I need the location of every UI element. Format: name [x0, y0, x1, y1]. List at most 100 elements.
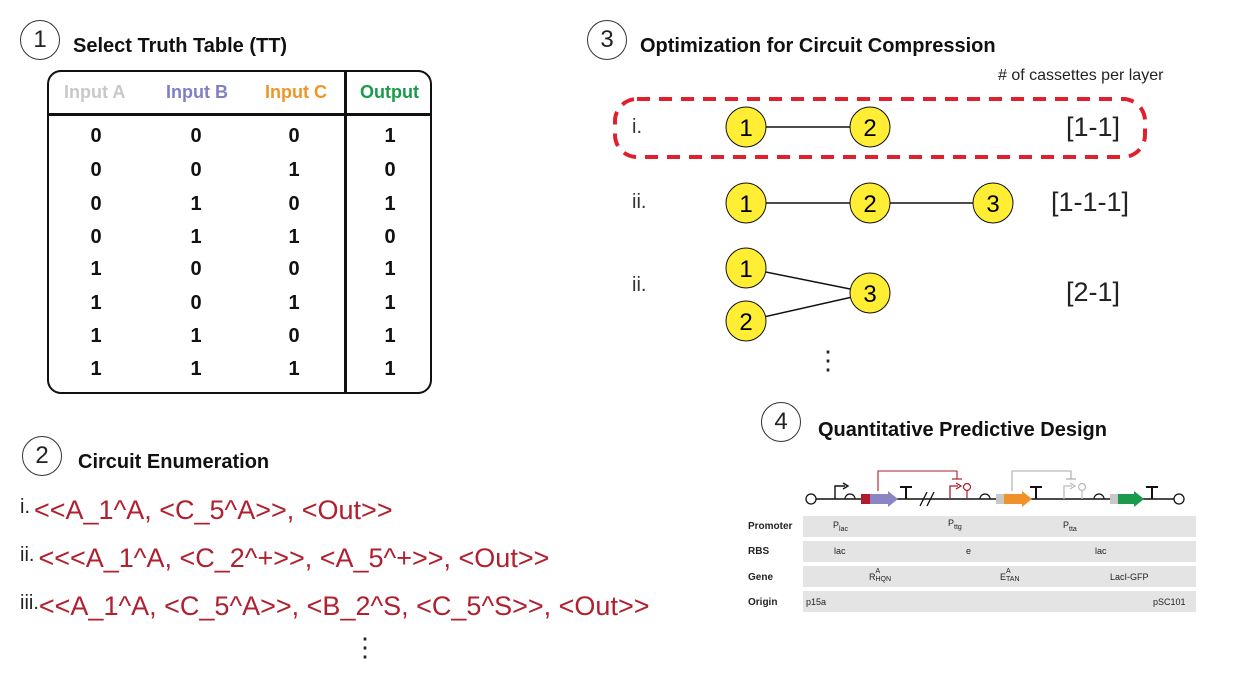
input-cell: 1 — [90, 325, 102, 347]
red-part — [861, 494, 870, 504]
purple-gene-arrow-icon — [870, 491, 898, 507]
circuit-ellipsis: ⋮ — [352, 632, 378, 662]
row-label-rbs: RBS — [748, 546, 770, 557]
gene-subscript: TAN — [1006, 576, 1020, 583]
circuit-item: i. <<A_1^A, <C_5^A>>, <Out>> — [20, 495, 393, 526]
orange-gene-arrow-icon — [1004, 491, 1032, 507]
green-gene-arrow-icon — [1118, 491, 1144, 507]
step-number-3: 3 — [587, 20, 627, 60]
circuit-expression: <<<A_1^A, <C_2^+>>, <A_5^+>>, <Out>> — [38, 543, 550, 573]
output-cell: 1 — [384, 258, 396, 280]
row-label-promoter: Promoter — [748, 521, 793, 532]
optimization-title: Optimization for Circuit Compression — [640, 35, 996, 57]
gene-symbol: E — [1000, 572, 1007, 582]
table-divider-vertical — [344, 72, 347, 392]
gene-subscript: HQN — [875, 576, 892, 583]
promoter-symbol: P — [833, 520, 840, 530]
origin-value: p15a — [806, 597, 827, 607]
promoter-row — [803, 516, 1196, 537]
truth-table: Input A Input B Input C Output 0 0 0 1 0 0 1 0 0… — [47, 70, 432, 394]
circuit-item: iii.<<A_1^A, <C_5^A>>, <B_2^S, <C_5^S>>,… — [20, 591, 650, 622]
header-input-c: Input C — [265, 82, 327, 102]
input-cell: 0 — [288, 258, 300, 280]
node — [725, 300, 767, 342]
circuit-expression: <<A_1^A, <C_5^A>>, <Out>> — [34, 495, 393, 525]
node — [849, 182, 891, 224]
node — [725, 106, 767, 148]
terminator-icon — [1030, 486, 1042, 499]
break-mark — [919, 491, 928, 507]
rbs-value: e — [966, 546, 972, 556]
cassette-count: [1-1-1] — [1051, 187, 1130, 217]
gene-symbol: R — [869, 572, 876, 582]
output-cell: 1 — [384, 292, 396, 314]
aptamer-icon — [962, 482, 972, 492]
input-cell: 0 — [190, 292, 202, 314]
origin-row — [803, 591, 1196, 612]
gene-superscript: A — [1006, 568, 1011, 575]
node-label: 2 — [739, 309, 752, 336]
gene-value: E A TAN — [1000, 568, 1020, 584]
node-label: 1 — [739, 115, 752, 142]
circuit-index: i. — [20, 496, 30, 518]
circuit-index: iii. — [20, 592, 39, 614]
gray-part — [1110, 494, 1118, 504]
edge — [745, 267, 871, 294]
promoter-value: Pttg — [948, 518, 962, 531]
input-cell: 0 — [288, 325, 300, 347]
option-index: ii. — [632, 274, 647, 296]
output-cell: 1 — [384, 193, 396, 215]
promoter-value: Plac — [833, 520, 848, 533]
predictive-design-title: Quantitative Predictive Design — [818, 419, 1107, 441]
node — [849, 106, 891, 148]
promoter-arrow-icon — [1063, 485, 1072, 499]
option-index: ii. — [632, 191, 647, 213]
input-cell: 1 — [288, 159, 300, 181]
selected-highlight — [613, 97, 1147, 159]
genetic-circuit-diagram — [805, 470, 1185, 507]
origin-value: pSC101 — [1153, 597, 1186, 607]
step-number-4: 4 — [761, 402, 801, 442]
input-cell: 0 — [190, 258, 202, 280]
node-label: 3 — [986, 191, 999, 218]
input-cell: 0 — [288, 125, 300, 147]
step-number-2: 2 — [22, 436, 62, 476]
repression-line — [1011, 470, 1072, 491]
promoter-arrow-icon — [834, 485, 845, 499]
header-input-b: Input B — [166, 82, 228, 102]
node-label: 2 — [863, 191, 876, 218]
aptamer-icon — [1077, 482, 1087, 492]
input-cell: 0 — [190, 125, 202, 147]
node — [849, 272, 891, 314]
promoter-subscript: lac — [839, 525, 848, 533]
step-number-1: 1 — [20, 20, 60, 60]
rbs-value: lac — [1095, 546, 1107, 556]
input-cell: 1 — [190, 325, 202, 347]
topology-diagram: 1 2 1 2 3 1 2 3 — [613, 97, 1147, 342]
node — [725, 182, 767, 224]
gray-part — [996, 494, 1004, 504]
repression-line — [877, 470, 958, 491]
backbone-end — [1173, 493, 1185, 505]
output-cell: 1 — [384, 358, 396, 380]
input-cell: 0 — [90, 125, 102, 147]
node — [972, 182, 1014, 224]
backbone-end — [805, 493, 817, 505]
circuit-enumeration-title: Circuit Enumeration — [78, 451, 270, 473]
promoter-arrow-icon — [949, 485, 958, 499]
cassettes-subtitle: # of cassettes per layer — [998, 67, 1164, 84]
output-cell: 1 — [384, 125, 396, 147]
promoter-subscript: ttg — [954, 523, 962, 531]
input-cell: 1 — [190, 193, 202, 215]
node-label: 1 — [739, 191, 752, 218]
row-label-origin: Origin — [748, 597, 778, 608]
circuit-expression: <<A_1^A, <C_5^A>>, <B_2^S, <C_5^S>>, <Ou… — [38, 591, 650, 621]
promoter-symbol: P — [1063, 520, 1070, 530]
cassette-count: [2-1] — [1066, 277, 1121, 307]
cassette-count: [1-1] — [1066, 112, 1121, 142]
node-label: 2 — [863, 115, 876, 142]
node-label: 1 — [739, 256, 752, 283]
option-index: i. — [632, 116, 642, 138]
rbs-icon — [979, 493, 991, 500]
rbs-icon — [1093, 493, 1105, 500]
